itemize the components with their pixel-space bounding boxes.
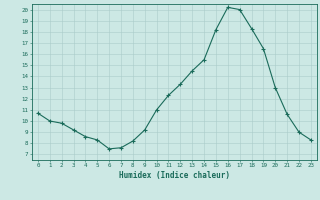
X-axis label: Humidex (Indice chaleur): Humidex (Indice chaleur)	[119, 171, 230, 180]
